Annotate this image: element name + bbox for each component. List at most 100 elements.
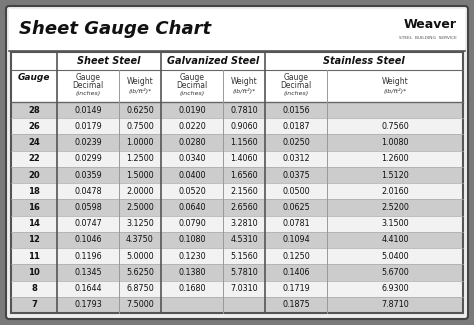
Bar	[11, 199, 463, 215]
Text: Decimal: Decimal	[176, 81, 208, 89]
Text: 4.4100: 4.4100	[381, 235, 409, 244]
Text: 5.7810: 5.7810	[230, 268, 258, 277]
Text: 0.1793: 0.1793	[74, 300, 102, 309]
Text: 0.1406: 0.1406	[282, 268, 310, 277]
Bar	[11, 167, 463, 183]
Text: 26: 26	[28, 122, 40, 131]
Text: 0.0187: 0.0187	[282, 122, 310, 131]
Text: STEEL  BUILDING  SERVICE: STEEL BUILDING SERVICE	[399, 36, 457, 40]
Text: 0.0640: 0.0640	[178, 203, 206, 212]
Text: 20: 20	[28, 171, 40, 179]
Text: 0.6250: 0.6250	[126, 106, 154, 115]
Text: Decimal: Decimal	[281, 81, 311, 89]
Text: 1.5000: 1.5000	[126, 171, 154, 179]
Text: 0.0250: 0.0250	[282, 138, 310, 147]
Text: 0.1080: 0.1080	[178, 235, 206, 244]
Text: 18: 18	[28, 187, 40, 196]
Bar	[11, 297, 463, 313]
Text: Gauge: Gauge	[75, 73, 100, 83]
Text: 0.0359: 0.0359	[74, 171, 102, 179]
Text: 0.0149: 0.0149	[74, 106, 102, 115]
Bar	[11, 215, 463, 232]
Text: 0.1094: 0.1094	[282, 235, 310, 244]
Text: 7: 7	[31, 300, 37, 309]
Text: 5.0000: 5.0000	[126, 252, 154, 261]
Text: 12: 12	[28, 235, 40, 244]
Text: 0.0239: 0.0239	[74, 138, 102, 147]
Text: 5.6700: 5.6700	[381, 268, 409, 277]
Bar	[11, 135, 463, 151]
Text: (inches): (inches)	[283, 90, 309, 96]
Text: 4.5310: 4.5310	[230, 235, 258, 244]
Text: 2.1560: 2.1560	[230, 187, 258, 196]
Text: Stainless Steel: Stainless Steel	[323, 56, 405, 66]
Text: Gauge: Gauge	[18, 72, 50, 82]
Text: 24: 24	[28, 138, 40, 147]
Text: 7.8710: 7.8710	[381, 300, 409, 309]
Text: 0.0375: 0.0375	[282, 171, 310, 179]
Text: 0.0520: 0.0520	[178, 187, 206, 196]
Text: 1.2600: 1.2600	[381, 154, 409, 163]
Text: Weight: Weight	[231, 76, 257, 85]
Text: 0.0190: 0.0190	[178, 106, 206, 115]
Text: 1.5120: 1.5120	[381, 171, 409, 179]
Text: 0.0747: 0.0747	[74, 219, 102, 228]
Bar	[11, 232, 463, 248]
Text: 1.4060: 1.4060	[230, 154, 258, 163]
Text: 0.7500: 0.7500	[126, 122, 154, 131]
Text: 5.1560: 5.1560	[230, 252, 258, 261]
Text: 8: 8	[31, 284, 37, 293]
FancyBboxPatch shape	[6, 6, 468, 319]
Text: 11: 11	[28, 252, 40, 261]
Text: 0.0299: 0.0299	[74, 154, 102, 163]
Text: 0.1380: 0.1380	[178, 268, 206, 277]
Text: Weaver: Weaver	[404, 19, 457, 32]
Text: 1.0000: 1.0000	[126, 138, 154, 147]
Text: 16: 16	[28, 203, 40, 212]
Text: 3.1250: 3.1250	[126, 219, 154, 228]
Text: (inches): (inches)	[75, 90, 100, 96]
Text: 0.1680: 0.1680	[178, 284, 206, 293]
Text: 0.1250: 0.1250	[282, 252, 310, 261]
Text: 0.7560: 0.7560	[381, 122, 409, 131]
Text: (inches): (inches)	[179, 90, 205, 96]
Text: 0.9060: 0.9060	[230, 122, 258, 131]
Bar	[9, 9, 465, 51]
Text: Gauge: Gauge	[283, 73, 309, 83]
Bar	[11, 52, 463, 102]
Text: 7.0310: 7.0310	[230, 284, 258, 293]
Text: (lb/ft²)*: (lb/ft²)*	[128, 88, 152, 94]
Bar	[11, 52, 463, 313]
Text: 0.1345: 0.1345	[74, 268, 102, 277]
Bar	[11, 264, 463, 280]
Text: Galvanized Steel: Galvanized Steel	[167, 56, 259, 66]
Text: 3.2810: 3.2810	[230, 219, 258, 228]
Text: Sheet Gauge Chart: Sheet Gauge Chart	[19, 20, 211, 38]
Text: 1.0080: 1.0080	[381, 138, 409, 147]
Text: 0.0790: 0.0790	[178, 219, 206, 228]
Text: 2.5000: 2.5000	[126, 203, 154, 212]
Text: 2.5200: 2.5200	[381, 203, 409, 212]
Bar	[11, 118, 463, 135]
Text: Decimal: Decimal	[73, 81, 104, 89]
Text: 0.0340: 0.0340	[178, 154, 206, 163]
Text: 0.1644: 0.1644	[74, 284, 102, 293]
Text: 6.8750: 6.8750	[126, 284, 154, 293]
Text: 0.1046: 0.1046	[74, 235, 102, 244]
Text: 0.0400: 0.0400	[178, 171, 206, 179]
Text: 0.0500: 0.0500	[282, 187, 310, 196]
Text: 0.0598: 0.0598	[74, 203, 102, 212]
Text: 0.1719: 0.1719	[282, 284, 310, 293]
Text: Weight: Weight	[127, 76, 154, 85]
Text: 0.1196: 0.1196	[74, 252, 102, 261]
Text: Weight: Weight	[382, 76, 409, 85]
Text: 5.0400: 5.0400	[381, 252, 409, 261]
Text: 0.0179: 0.0179	[74, 122, 102, 131]
Bar	[11, 151, 463, 167]
Text: 0.0280: 0.0280	[178, 138, 206, 147]
Text: 2.0160: 2.0160	[381, 187, 409, 196]
Text: Gauge: Gauge	[180, 73, 204, 83]
Text: 1.6560: 1.6560	[230, 171, 258, 179]
Text: 0.0625: 0.0625	[282, 203, 310, 212]
Text: 4.3750: 4.3750	[126, 235, 154, 244]
